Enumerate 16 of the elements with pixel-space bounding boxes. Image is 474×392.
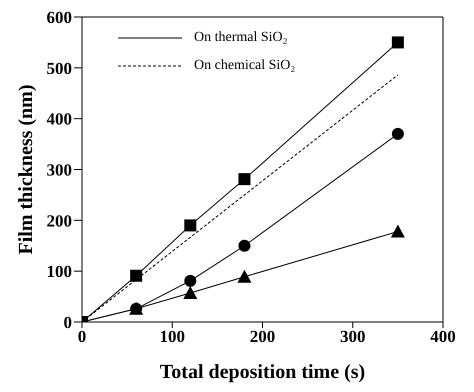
y-tick-label: 0 (64, 313, 72, 332)
x-tick-label: 300 (340, 327, 366, 346)
legend-label: On chemical SiO₂ (194, 58, 296, 74)
y-tick-label: 100 (46, 262, 72, 282)
x-tick-label: 100 (160, 327, 185, 346)
y-tick-label: 200 (46, 211, 72, 230)
y-axis-title: Film thickness (nm) (15, 84, 37, 254)
x-tick-label: 200 (250, 327, 276, 346)
y-tick-label: 300 (46, 160, 72, 180)
legend-label: On thermal SiO₂ (194, 30, 288, 46)
x-tick-label: 0 (78, 327, 86, 346)
x-axis-title: Total deposition time (s) (160, 361, 366, 383)
y-tick-label: 400 (46, 110, 72, 129)
y-tick-label: 600 (46, 8, 72, 28)
y-tick-label: 500 (46, 58, 72, 78)
x-tick-label: 400 (430, 327, 456, 346)
